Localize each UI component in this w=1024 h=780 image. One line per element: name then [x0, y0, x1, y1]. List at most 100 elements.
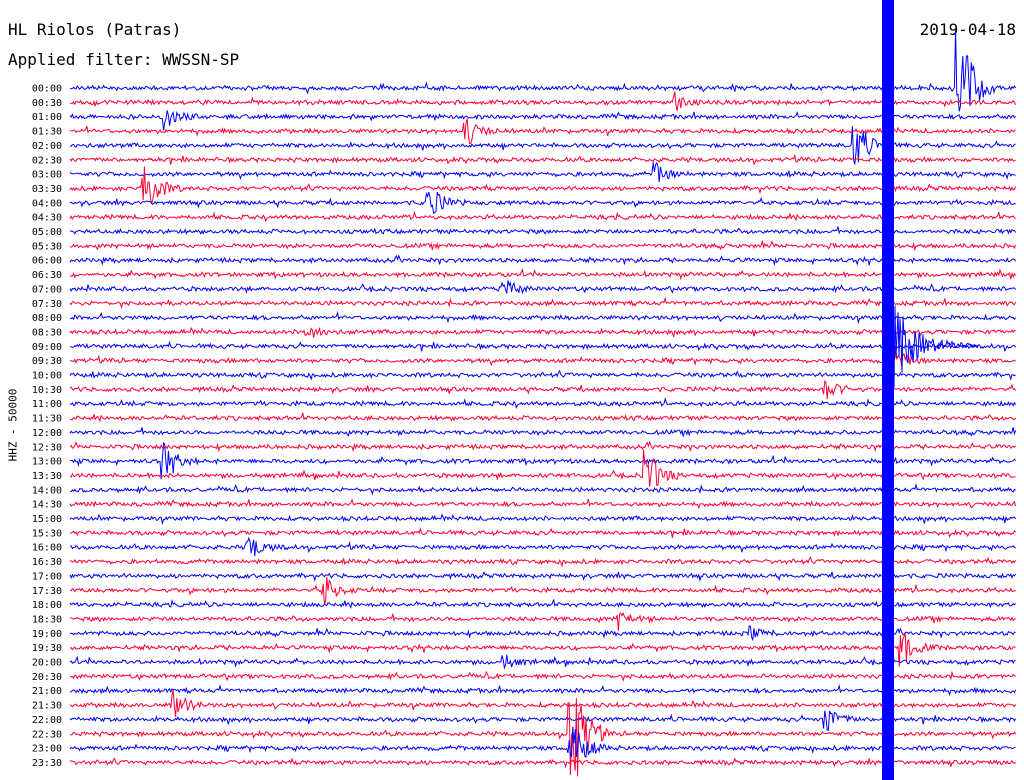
- row-label-2330: 23:30: [32, 758, 62, 769]
- row-label-2030: 20:30: [32, 672, 62, 683]
- row-label-0000: 00:00: [32, 84, 62, 95]
- row-label-1930: 19:30: [32, 643, 62, 654]
- row-label-0930: 09:30: [32, 356, 62, 367]
- row-label-1500: 15:00: [32, 514, 62, 525]
- row-label-1130: 11:30: [32, 414, 62, 425]
- trace-row-2330: [69, 757, 1016, 769]
- trace-row-2000: [69, 654, 1016, 670]
- trace-row-1930: [69, 632, 1016, 667]
- trace-row-1300: [69, 442, 1016, 480]
- trace-row-2030: [69, 670, 1016, 682]
- row-label-1200: 12:00: [32, 428, 62, 439]
- trace-row-1800: [69, 599, 1016, 609]
- trace-row-0130: [69, 118, 1016, 145]
- trace-row-1100: [69, 397, 1017, 409]
- row-label-1300: 13:00: [32, 457, 62, 468]
- trace-row-1600: [69, 536, 1016, 557]
- trace-row-1330: [69, 449, 1016, 487]
- trace-row-2100: [69, 683, 1017, 697]
- row-label-0430: 04:30: [32, 213, 62, 224]
- row-label-1100: 11:00: [32, 399, 62, 410]
- row-label-2130: 21:30: [32, 701, 62, 712]
- trace-row-1000: [69, 369, 1016, 381]
- row-label-2100: 21:00: [32, 686, 62, 697]
- saturated-trace-band: [886, 0, 890, 780]
- row-label-1030: 10:30: [32, 385, 62, 396]
- row-label-0600: 06:00: [32, 256, 62, 267]
- trace-row-1900: [69, 625, 1016, 642]
- row-label-1600: 16:00: [32, 543, 62, 554]
- row-label-0830: 08:30: [32, 327, 62, 338]
- trace-row-1430: [69, 498, 1017, 510]
- row-label-1700: 17:00: [32, 571, 62, 582]
- large-event-coda: [888, 289, 979, 388]
- row-label-1900: 19:00: [32, 629, 62, 640]
- saturated-trace-band: [890, 0, 894, 780]
- row-label-1000: 10:00: [32, 371, 62, 382]
- trace-row-1130: [69, 412, 1017, 423]
- trace-row-1030: [69, 379, 1017, 400]
- trace-row-1830: [69, 611, 1016, 631]
- large-event-trace: [882, 0, 979, 780]
- row-label-1430: 14:30: [32, 500, 62, 511]
- filter-label: Applied filter: WWSSN-SP: [8, 50, 240, 69]
- trace-row-0500: [69, 226, 1017, 236]
- trace-row-1700: [69, 571, 1017, 583]
- trace-row-0700: [69, 280, 1016, 295]
- trace-row-0400: [69, 191, 1016, 215]
- row-label-1800: 18:00: [32, 600, 62, 611]
- row-label-0300: 03:00: [32, 170, 62, 181]
- trace-row-0830: [69, 326, 1016, 338]
- trace-row-2130: [69, 689, 1017, 717]
- row-label-2300: 23:00: [32, 744, 62, 755]
- trace-row-1200: [69, 427, 1017, 437]
- row-label-1530: 15:30: [32, 528, 62, 539]
- row-label-0130: 01:30: [32, 127, 62, 138]
- row-label-1400: 14:00: [32, 485, 62, 496]
- trace-row-0530: [69, 240, 1017, 252]
- row-label-0200: 02:00: [32, 141, 62, 152]
- trace-row-0600: [69, 254, 1017, 267]
- row-label-0530: 05:30: [32, 241, 62, 252]
- trace-row-0730: [69, 296, 1017, 309]
- trace-row-2200: [69, 710, 1017, 731]
- row-label-0900: 09:00: [32, 342, 62, 353]
- saturated-trace-band: [882, 0, 886, 780]
- trace-row-0200: [69, 126, 1016, 165]
- trace-row-0030: [69, 91, 1017, 112]
- row-label-0100: 01:00: [32, 112, 62, 123]
- trace-row-0330: [69, 166, 1017, 205]
- row-label-2200: 22:00: [32, 715, 62, 726]
- trace-row-0900: [69, 340, 1016, 353]
- row-label-0800: 08:00: [32, 313, 62, 324]
- trace-row-1730: [69, 576, 1016, 606]
- trace-row-2300: [69, 726, 1016, 759]
- row-label-0230: 02:30: [32, 155, 62, 166]
- trace-row-1630: [69, 556, 1017, 568]
- trace-row-0300: [69, 161, 1016, 183]
- trace-row-1400: [69, 483, 1016, 496]
- row-label-1730: 17:30: [32, 586, 62, 597]
- row-label-2000: 20:00: [32, 658, 62, 669]
- date-label: 2019-04-18: [919, 20, 1016, 39]
- trace-row-0430: [69, 210, 1016, 223]
- row-label-0730: 07:30: [32, 299, 62, 310]
- trace-row-0930: [69, 347, 1016, 367]
- row-label-0700: 07:00: [32, 284, 62, 295]
- trace-row-1500: [69, 513, 1016, 526]
- trace-rows: [69, 29, 1017, 777]
- row-labels: 00:00 00:30 01:00 01:30 02:00 02:30 03:00 03:30…: [32, 84, 62, 769]
- row-label-1830: 18:30: [32, 614, 62, 625]
- row-label-1230: 12:30: [32, 442, 62, 453]
- row-label-0330: 03:30: [32, 184, 62, 195]
- trace-row-2230: [69, 698, 1017, 777]
- trace-row-0000: [69, 29, 1017, 112]
- row-label-0030: 00:30: [32, 98, 62, 109]
- row-label-1630: 16:30: [32, 557, 62, 568]
- trace-row-0230: [69, 153, 1016, 166]
- row-label-0630: 06:30: [32, 270, 62, 281]
- row-label-0500: 05:00: [32, 227, 62, 238]
- trace-row-1530: [69, 527, 1016, 538]
- row-label-2230: 22:30: [32, 729, 62, 740]
